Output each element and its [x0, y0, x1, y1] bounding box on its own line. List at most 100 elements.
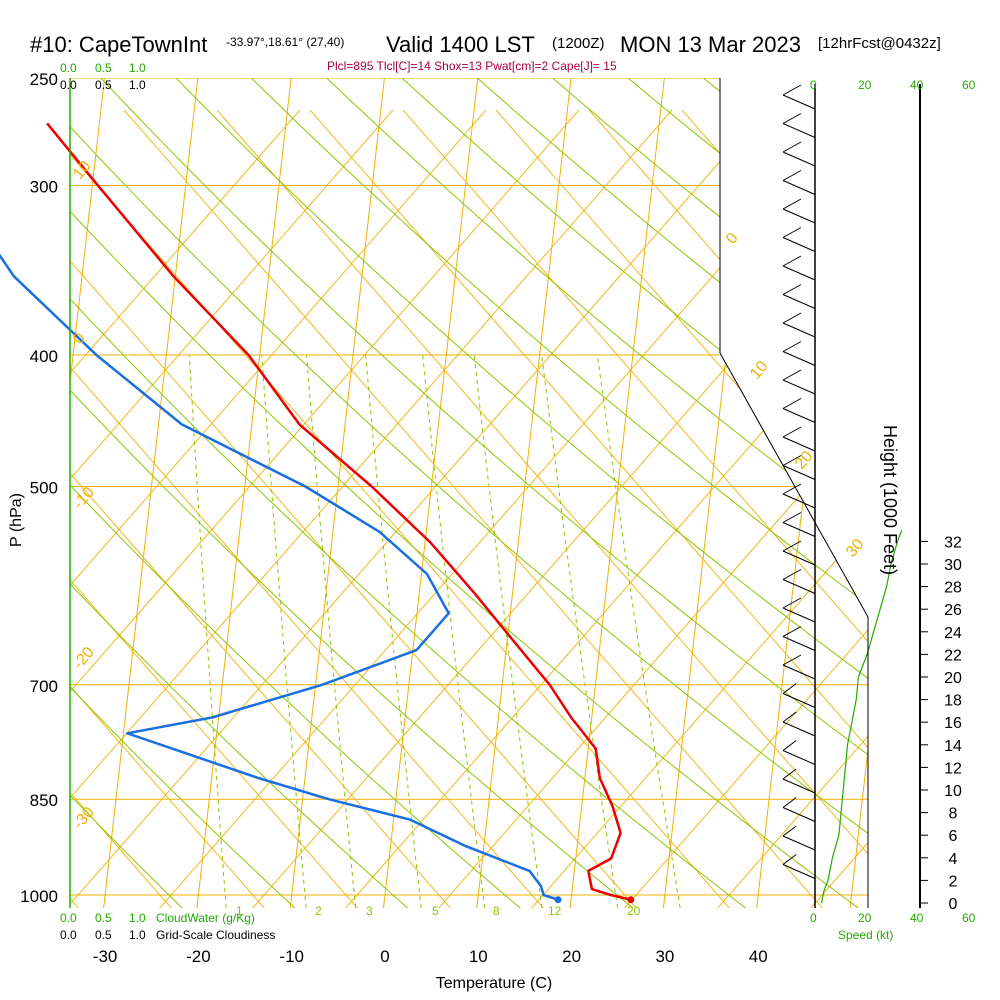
sounding-profiles: [0, 84, 903, 904]
cloudiness-scale-top-05: 0.5: [95, 78, 112, 92]
mixing-ratio-line: [306, 354, 358, 908]
wind-barb-flag: [782, 369, 802, 381]
theta-line: [715, 109, 868, 908]
temperature-tick-label: 20: [562, 947, 581, 966]
isotherm-line: [476, 78, 572, 908]
mixing-ratio-line: [597, 354, 684, 908]
forecast-hour: [12hrFcst@0432z]: [818, 35, 941, 52]
dry-adiabat-line: [375, 78, 868, 908]
wind-barb: [782, 265, 816, 281]
height-tick-label: 14: [944, 738, 962, 755]
dry-adiabat-line: [70, 78, 654, 908]
height-tick-label: 30: [944, 557, 962, 574]
mixing-ratio-label: 5: [432, 904, 439, 918]
theta-line: [70, 109, 673, 908]
stability-indices: Plcl=895 Tlcl[C]=14 Shox=13 Pwat[cm]=2 C…: [327, 59, 617, 73]
wind-barb: [782, 465, 816, 480]
dry-adiabat-line: [524, 78, 868, 908]
dry-adiabat-line: [226, 78, 868, 908]
temperature-line: [46, 122, 632, 901]
speed-scale-top-40: 40: [910, 78, 924, 92]
station-title: #10: CapeTownInt: [30, 32, 207, 57]
wind-barb-flag: [782, 141, 802, 153]
mixing-ratio-label: 2: [315, 904, 322, 918]
wind-barb: [782, 180, 816, 195]
wind-barb-flag: [782, 455, 802, 466]
wind-barb-flag: [782, 398, 802, 409]
wind-barb: [782, 237, 816, 252]
theta-line: [70, 109, 267, 908]
wind-barb-flag: [782, 170, 802, 181]
temperature-tick-label: -10: [279, 947, 304, 966]
isotherm-label: -10: [70, 484, 98, 513]
theta-line: [588, 109, 868, 908]
plot-boundary: [719, 78, 869, 908]
height-tick-label: 10: [944, 783, 962, 800]
dry-adiabat-line: [301, 78, 868, 908]
dewpoint-line-surface-point: [554, 896, 562, 904]
dry-adiabat-line: [972, 54, 1000, 924]
dry-adiabat-line: [77, 78, 868, 908]
height-tick-label: 26: [944, 602, 962, 619]
wind-barb: [782, 693, 816, 708]
wind-barb: [782, 550, 816, 566]
wind-barb-flag: [782, 597, 802, 609]
cloudiness-scale-bottom-05: 0.5: [95, 928, 112, 942]
isotherm-line: [849, 78, 868, 908]
wind-barb: [782, 208, 816, 224]
wind-barb: [782, 807, 816, 822]
theta-line: [123, 109, 825, 908]
speed-scale-bottom-0: 0: [810, 911, 817, 925]
pressure-tick-label: 700: [30, 677, 58, 696]
wind-barb-flag: [782, 227, 802, 238]
valid-time: Valid 1400 LST: [386, 32, 535, 57]
wind-barb-flag: [782, 198, 802, 210]
cloudiness-scale-top-0: 0.0: [60, 78, 77, 92]
theta-line: [529, 109, 868, 908]
height-tick-label: 12: [944, 760, 962, 777]
height-tick-label: 4: [949, 851, 958, 868]
temperature-tick-label: 30: [655, 947, 674, 966]
isotherm-label: -30: [70, 804, 98, 833]
theta-line: [70, 109, 453, 908]
speed-scale-bottom-60: 60: [962, 911, 976, 925]
isotherm-line: [662, 78, 759, 908]
wind-barb-flag: [782, 711, 797, 723]
isotherm-line: [382, 78, 479, 908]
cloudwater-scale-bottom-1: 1.0: [129, 911, 146, 925]
dry-adiabat-line: [70, 78, 868, 908]
wind-barb-flag: [782, 341, 802, 352]
dry-adiabat-line: [70, 78, 426, 908]
cloudwater-label: CloudWater (g/Kg): [156, 911, 255, 925]
pressure-tick-label: 1000: [20, 887, 58, 906]
dry-adiabat-line: [599, 78, 868, 908]
wind-barb-flag: [782, 284, 802, 295]
theta-line: [70, 109, 174, 908]
mixing-ratio-label: 20: [627, 904, 641, 918]
wind-barb: [782, 94, 816, 110]
dry-adiabat-line: [152, 78, 868, 908]
cloudwater-scale-top-1: 1.0: [129, 61, 146, 75]
dry-adiabat-line: [822, 78, 868, 908]
wind-barb-flag: [782, 483, 802, 495]
station-coords: -33.97°,18.61° (27,40): [226, 35, 344, 49]
height-axis-title: Height (1000 Feet): [880, 425, 900, 575]
wind-barb: [782, 322, 816, 338]
wind-barb-flag: [782, 512, 802, 523]
theta-line: [808, 109, 868, 908]
wind-barb-flag: [782, 740, 797, 751]
theta-line: [622, 109, 868, 908]
wind-barb: [782, 864, 816, 879]
speed-axis-label: Speed (kt): [838, 928, 893, 942]
pressure-tick-label: 400: [30, 347, 58, 366]
height-tick-label: 6: [949, 828, 958, 845]
dry-adiabat-line: [70, 78, 199, 908]
dry-adiabat-line: [70, 78, 540, 908]
wind-barb-flag: [782, 84, 802, 96]
theta-line: [70, 109, 580, 908]
mixing-ratio-label: 3: [366, 904, 373, 918]
mixing-ratio-line: [473, 354, 545, 908]
theta-line: [402, 109, 868, 908]
wind-barb-flag: [782, 113, 802, 124]
wind-barb-flag: [782, 825, 797, 837]
